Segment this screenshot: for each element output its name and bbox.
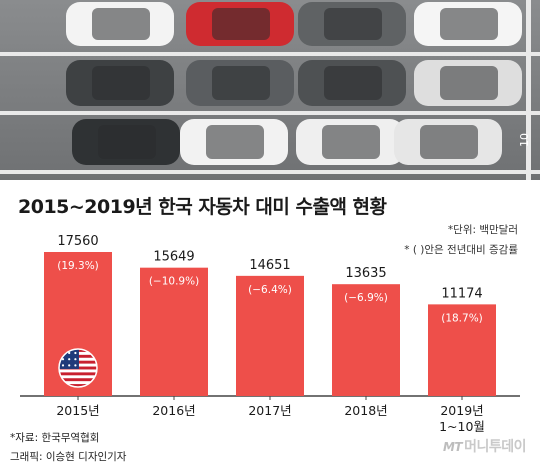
change-label: (18.7%) [441, 312, 483, 324]
car-window [206, 125, 264, 159]
unit-note: *단위: 백만달러 [447, 224, 518, 236]
change-label: (19.3%) [57, 260, 99, 272]
car-window [98, 125, 156, 159]
us-flag-icon [58, 348, 98, 388]
chart-panel: 2015~2019년 한국 자동차 대미 수출액 현황 *단위: 백만달러 * … [0, 180, 540, 473]
category-label: 2019년 1~10월 [439, 403, 485, 434]
change-label: (−6.9%) [344, 292, 388, 304]
car-window [322, 125, 380, 159]
change-note: * ( )안은 전년대비 증감률 [404, 244, 518, 256]
car-window [324, 66, 382, 100]
category-label: 2018년 [344, 403, 387, 418]
value-label: 14651 [249, 258, 290, 273]
category-label: 2015년 [56, 403, 99, 418]
car-window [440, 66, 498, 100]
chart-title: 2015~2019년 한국 자동차 대미 수출액 현황 [18, 196, 387, 218]
bar [140, 267, 208, 396]
value-label: 13635 [345, 266, 386, 281]
change-label: (−10.9%) [149, 276, 199, 288]
bar [428, 304, 496, 396]
bar [236, 275, 304, 396]
parking-lot-photo: 10 [0, 0, 540, 180]
car-window [92, 66, 150, 100]
brand-name: 머니투데이 [464, 439, 526, 455]
brand-logo: MT 머니투데이 [442, 436, 527, 456]
change-label: (−6.4%) [248, 284, 292, 296]
bar [332, 284, 400, 396]
value-label: 15649 [153, 250, 194, 265]
value-label: 17560 [57, 234, 98, 249]
car-window [212, 66, 270, 100]
brand-prefix: MT [442, 440, 463, 454]
car-window [212, 8, 270, 40]
car-window [324, 8, 382, 40]
value-label: 11174 [441, 286, 482, 301]
parking-slot-number: 10 [518, 133, 531, 147]
bar-chart: 17560 (19.3%) 2015년 15649 (−10.9%) 2016년 14651… [20, 234, 520, 434]
car-window [92, 8, 150, 40]
car-window [440, 8, 498, 40]
category-label: 2017년 [248, 403, 291, 418]
data-source: *자료: 한국무역협회 [10, 432, 100, 444]
graphic-credit: 그래픽: 이승현 디자인기자 [10, 451, 127, 463]
car-window [420, 125, 478, 159]
category-label: 2016년 [152, 403, 195, 418]
